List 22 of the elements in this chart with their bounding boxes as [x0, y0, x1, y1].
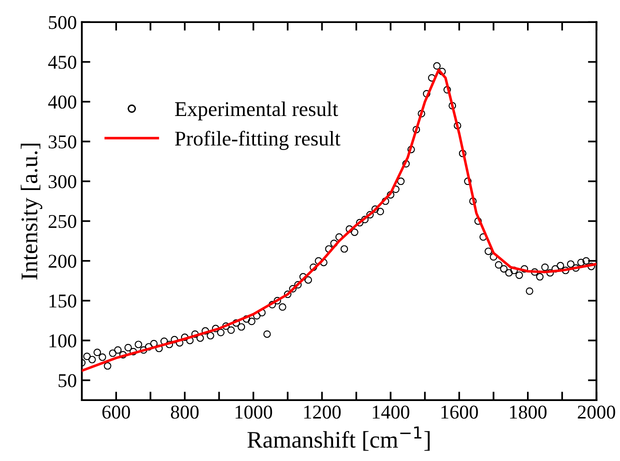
y-tick-label: 50 [58, 374, 76, 388]
legend-label: Profile-fitting result [175, 130, 340, 150]
y-tick-label: 300 [48, 175, 76, 188]
y-tick-label: 200 [48, 254, 76, 268]
y-tick-label: 150 [50, 294, 76, 308]
x-axis-title: Ramanshift [cm$^{−1}$] [248, 426, 430, 451]
y-tick-label: 100 [50, 334, 76, 348]
x-tick-label: 1200 [304, 406, 341, 419]
y-axis-title: Intensity [a.u.] [20, 144, 42, 280]
y-tick-label: 500 [48, 16, 76, 30]
y-tick-label: 250 [48, 214, 76, 228]
x-tick-label: 2000 [578, 406, 616, 419]
x-tick-label: 1600 [441, 406, 478, 419]
x-tick-label: 600 [102, 406, 130, 419]
x-tick-label: 1400 [372, 406, 410, 419]
y-tick-label: 350 [48, 135, 76, 148]
x-tick-label: 1800 [510, 406, 547, 419]
x-tick-label: 1000 [236, 406, 272, 419]
y-tick-label: 450 [48, 56, 76, 69]
x-tick-label: 800 [170, 406, 199, 419]
y-tick-label: 400 [48, 96, 76, 109]
legend-label: Experimental result [175, 101, 338, 120]
